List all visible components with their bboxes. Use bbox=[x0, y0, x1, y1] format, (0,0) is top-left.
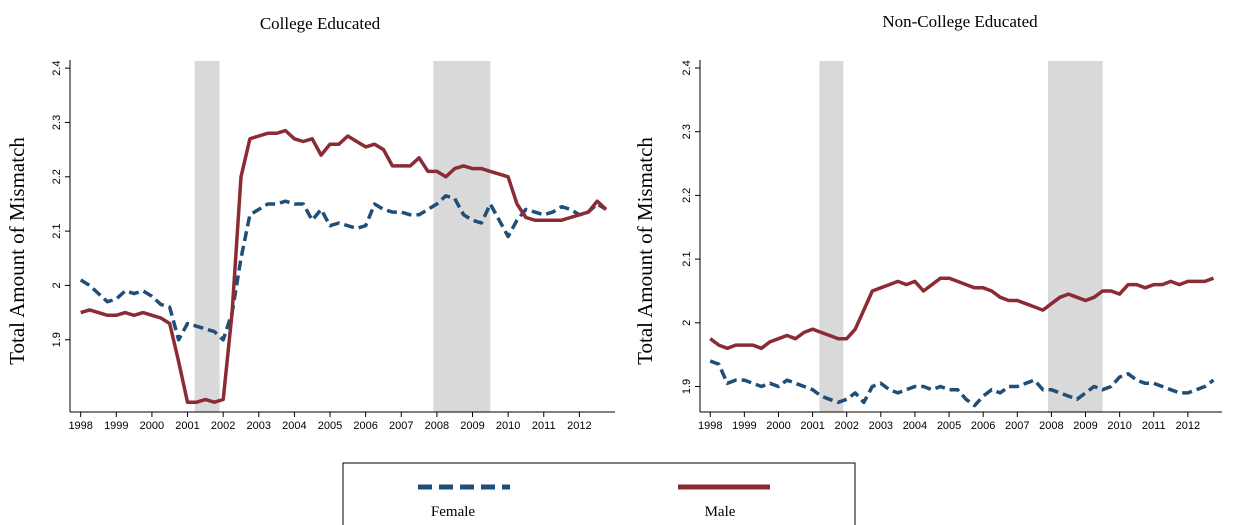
y-tick-label: 2.2 bbox=[681, 188, 693, 203]
x-tick-label: 2002 bbox=[211, 420, 235, 432]
x-tick-label: 2003 bbox=[247, 420, 271, 432]
x-tick-label: 2000 bbox=[766, 420, 790, 432]
series-line bbox=[709, 276, 1215, 351]
x-tick-label: 2002 bbox=[834, 420, 858, 432]
x-tick-label: 1999 bbox=[732, 420, 756, 432]
y-tick-label: 2.4 bbox=[51, 60, 63, 75]
x-tick-label: 2005 bbox=[937, 420, 961, 432]
x-tick-label: 2008 bbox=[1039, 420, 1063, 432]
x-tick-label: 2011 bbox=[532, 420, 556, 432]
legend-box bbox=[342, 462, 856, 525]
x-tick-label: 1998 bbox=[698, 420, 722, 432]
x-tick-label: 2004 bbox=[282, 420, 306, 432]
x-tick-label: 2004 bbox=[903, 420, 927, 432]
x-tick-label: 2006 bbox=[971, 420, 995, 432]
y-tick-label: 1.9 bbox=[51, 332, 63, 347]
y-tick-label: 2 bbox=[51, 282, 63, 288]
y-tick-label: 2.3 bbox=[681, 124, 693, 139]
x-tick-label: 2008 bbox=[425, 420, 449, 432]
x-tick-label: 2009 bbox=[460, 420, 484, 432]
x-tick-label: 1999 bbox=[104, 420, 128, 432]
x-tick-label: 2010 bbox=[496, 420, 520, 432]
x-tick-label: 2012 bbox=[567, 420, 591, 432]
recession-band bbox=[433, 61, 491, 412]
x-tick-label: 2001 bbox=[175, 420, 199, 432]
y-tick-label: 2 bbox=[681, 320, 693, 326]
x-tick-label: 2011 bbox=[1142, 420, 1166, 432]
y-tick-label: 1.9 bbox=[681, 379, 693, 394]
x-tick-label: 2012 bbox=[1176, 420, 1200, 432]
legend-label: Female bbox=[431, 504, 475, 520]
legend-label: Male bbox=[705, 504, 736, 520]
x-tick-label: 2003 bbox=[869, 420, 893, 432]
y-tick-label: 2.2 bbox=[51, 169, 63, 184]
y-axis-label: Total Amount of Mismatch bbox=[633, 137, 657, 365]
x-tick-label: 2005 bbox=[318, 420, 342, 432]
x-tick-label: 1998 bbox=[68, 420, 92, 432]
recession-band bbox=[194, 61, 220, 412]
series-line bbox=[709, 359, 1215, 408]
y-tick-label: 2.1 bbox=[51, 223, 63, 238]
y-tick-label: 2.1 bbox=[681, 251, 693, 266]
x-tick-label: 2007 bbox=[389, 420, 413, 432]
recession-band bbox=[1048, 61, 1103, 412]
chart-title: Non-College Educated bbox=[882, 12, 1038, 31]
y-tick-label: 2.4 bbox=[681, 60, 693, 75]
y-tick-label: 2.3 bbox=[51, 115, 63, 130]
x-tick-label: 2009 bbox=[1073, 420, 1097, 432]
x-tick-label: 2007 bbox=[1005, 420, 1029, 432]
recession-band bbox=[819, 61, 844, 412]
y-axis-label: Total Amount of Mismatch bbox=[5, 137, 29, 365]
x-tick-label: 2000 bbox=[140, 420, 164, 432]
chart-title: College Educated bbox=[260, 14, 381, 33]
x-tick-label: 2001 bbox=[800, 420, 824, 432]
x-tick-label: 2006 bbox=[353, 420, 377, 432]
series-line bbox=[80, 128, 608, 404]
x-tick-label: 2010 bbox=[1107, 420, 1131, 432]
